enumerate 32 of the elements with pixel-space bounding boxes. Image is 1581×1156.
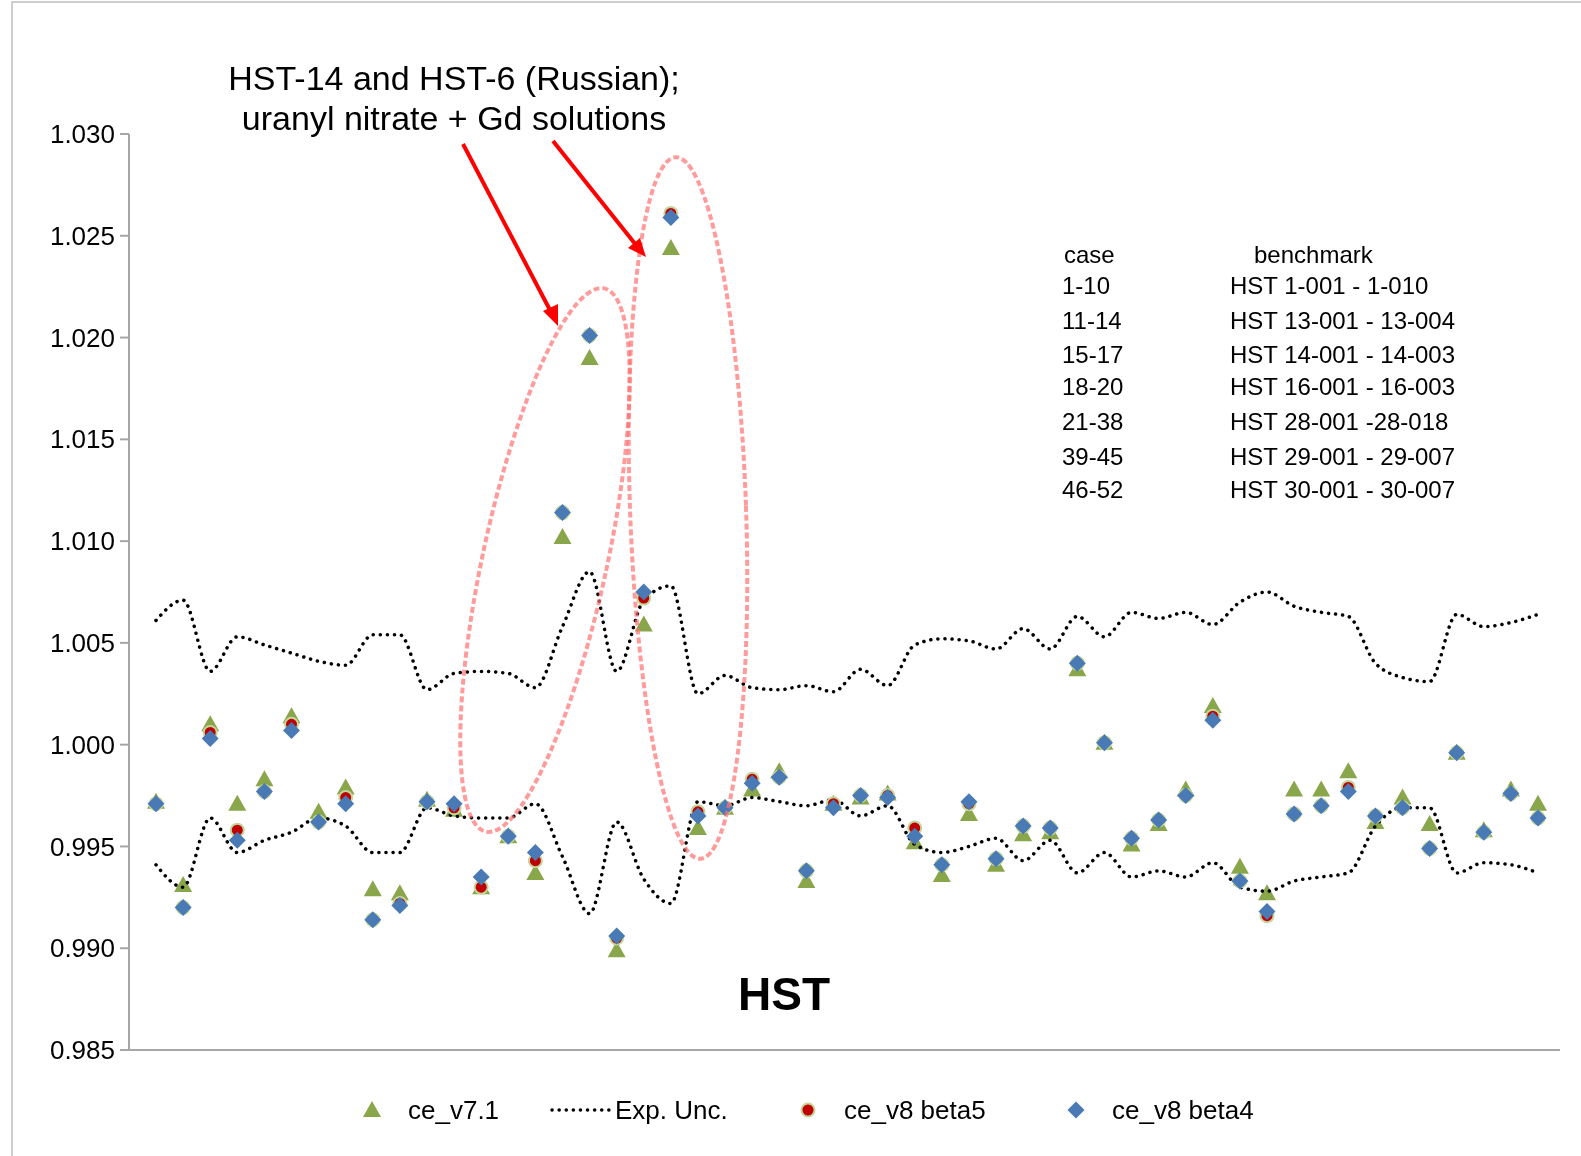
y-tick-label: 0.985	[49, 1035, 115, 1066]
annotation: 46-52	[1062, 476, 1124, 503]
y-tick-label: 0.995	[49, 831, 115, 862]
annotation: HST-14 and HST-6 (Russian); uranyl nitrate + Gd solutions	[228, 59, 680, 137]
annotation: HST 29-001 - 29-007	[1230, 443, 1456, 470]
annotation: 18-20	[1062, 373, 1124, 400]
annotation: case	[1064, 241, 1115, 268]
legend-label: Exp. Unc.	[615, 1095, 728, 1126]
legend-label: ce_v8 beta5	[844, 1095, 986, 1126]
annotation: HST 14-001 - 14-003	[1230, 341, 1456, 368]
y-tick-label: 1.015	[49, 424, 115, 455]
legend-label: ce_v7.1	[408, 1095, 500, 1126]
annotation: HST 30-001 - 30-007	[1230, 476, 1456, 503]
annotation: benchmark	[1254, 241, 1374, 268]
annotation: 21-38	[1062, 408, 1124, 435]
y-tick-label: 1.030	[49, 119, 115, 150]
y-tick-label: 1.010	[49, 526, 115, 557]
y-tick-label: 1.025	[49, 220, 115, 251]
annotation: 15-17	[1062, 341, 1124, 368]
y-tick-label: 1.020	[49, 322, 115, 353]
y-tick-label: 1.000	[49, 729, 115, 760]
annotation: HST	[738, 968, 830, 1020]
annotation: 11-14	[1062, 307, 1122, 334]
y-tick-label: 0.990	[49, 933, 115, 964]
annotation: HST 13-001 - 13-004	[1230, 307, 1456, 334]
annotation: 1-10	[1062, 272, 1111, 299]
y-tick-label: 1.005	[49, 627, 115, 658]
annotation: HST 16-001 - 16-003	[1230, 373, 1456, 400]
annotation: HST 28-001 -28-018	[1230, 408, 1449, 435]
annotation: HST 1-001 - 1-010	[1230, 272, 1429, 299]
annotation: 39-45	[1062, 443, 1124, 470]
legend-label: ce_v8 beta4	[1112, 1095, 1254, 1126]
